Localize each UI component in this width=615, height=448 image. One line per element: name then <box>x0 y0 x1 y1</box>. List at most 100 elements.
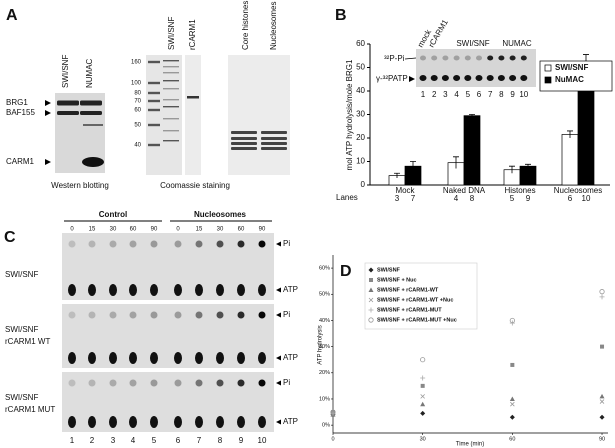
atp-spot <box>88 352 96 364</box>
band <box>148 99 160 103</box>
atp-spot <box>174 416 182 428</box>
atp-spot <box>497 75 505 81</box>
pi-spot <box>174 311 182 319</box>
time-label: 15 <box>196 227 203 233</box>
point <box>330 409 336 415</box>
caption: Coomassie staining <box>160 181 230 190</box>
legend-marker <box>368 267 374 273</box>
spot-label: Pi <box>283 310 290 319</box>
pi-spot <box>431 55 438 61</box>
lane-number: 5 <box>152 436 157 445</box>
atp-spot <box>150 416 158 428</box>
atp-spot <box>109 284 117 296</box>
pi-spot <box>88 379 96 387</box>
atp-spot <box>195 284 203 296</box>
atp-spot <box>509 75 517 81</box>
atp-spot <box>258 352 266 364</box>
atp-spot <box>174 284 182 296</box>
arrow <box>276 355 281 361</box>
band <box>148 108 160 112</box>
pi-spot <box>237 379 245 387</box>
point <box>599 393 605 399</box>
time-label: 90 <box>259 227 266 233</box>
lane-label: Nucleosomes <box>269 2 278 50</box>
mw-label: 70 <box>134 99 141 105</box>
error-bar <box>525 163 531 169</box>
x-tick-label: Naked DNA <box>443 186 486 195</box>
lane-number: 4 <box>454 90 459 99</box>
atp-spot <box>430 75 438 81</box>
pi-spot <box>509 55 516 61</box>
band <box>231 137 257 140</box>
atp-spot <box>419 75 427 81</box>
mw-label: 60 <box>134 108 141 114</box>
y-tick-label: 10% <box>319 396 330 402</box>
time-label: 30 <box>217 227 224 233</box>
point <box>420 375 426 381</box>
point <box>599 294 605 300</box>
lane-label: rCARM1 <box>188 19 197 50</box>
lane-label: SWI/SNF <box>167 17 176 50</box>
y-axis-title: mol ATP hydrolysis/mole BRG1 <box>345 59 354 170</box>
atp-spot <box>258 416 266 428</box>
pi-spot <box>237 311 245 319</box>
atp-spot <box>150 352 158 364</box>
lane-label: NUMAC <box>85 58 94 88</box>
legend-label: SWI/SNF + Nuc <box>377 277 417 283</box>
atp-spot <box>68 352 76 364</box>
bar <box>463 115 481 186</box>
atp-spot <box>150 284 158 296</box>
marker-label: BAF155 <box>6 108 35 117</box>
band <box>82 157 104 167</box>
y-tick-label: 40% <box>319 318 330 324</box>
bar <box>519 165 537 186</box>
error-bar <box>469 114 475 117</box>
point <box>599 289 605 295</box>
lane-number: 10 <box>519 90 528 99</box>
atp-spot <box>475 75 483 81</box>
band <box>163 88 179 90</box>
point <box>510 401 515 407</box>
lane-number: 6 <box>568 194 573 203</box>
point <box>420 383 425 388</box>
band <box>148 143 160 147</box>
pi-spot <box>453 55 460 61</box>
lane-number: 5 <box>510 194 515 203</box>
pi-spot <box>498 55 505 61</box>
x-axis-title: Time (min) <box>456 442 484 448</box>
band <box>231 142 257 145</box>
point <box>600 344 605 349</box>
pi-spot <box>520 55 527 61</box>
band <box>187 96 199 99</box>
pi-spot <box>216 379 224 387</box>
atp-spot <box>129 416 137 428</box>
atp-spot <box>453 75 461 81</box>
row-label: SWI/SNF <box>5 393 38 402</box>
pointer <box>404 57 417 60</box>
panel-label: A <box>6 7 18 24</box>
gel <box>146 55 182 175</box>
point <box>420 357 426 363</box>
y-tick-label: 60% <box>319 266 330 272</box>
arrow <box>45 100 51 106</box>
point <box>599 399 605 404</box>
x-tick-label: Mock <box>395 186 415 195</box>
atp-spot <box>216 352 224 364</box>
y-tick-label: 50 <box>356 63 365 72</box>
legend-label: SWI/SNF + rCARM1-WT +Nuc <box>377 297 453 303</box>
spot-label: ATP <box>283 285 298 294</box>
lane-number: 7 <box>197 436 202 445</box>
pi-spot <box>476 55 482 61</box>
lane-number: 2 <box>432 90 437 99</box>
lane-number: 2 <box>90 436 95 445</box>
legend-marker <box>368 287 374 292</box>
mw-label: 50 <box>134 123 141 129</box>
band <box>163 72 179 74</box>
band <box>148 123 160 127</box>
atp-spot <box>109 352 117 364</box>
atp-spot <box>237 416 245 428</box>
arrow <box>276 241 281 247</box>
pi-spot <box>174 240 182 248</box>
spot-label: ³²P-Pi <box>384 54 405 63</box>
